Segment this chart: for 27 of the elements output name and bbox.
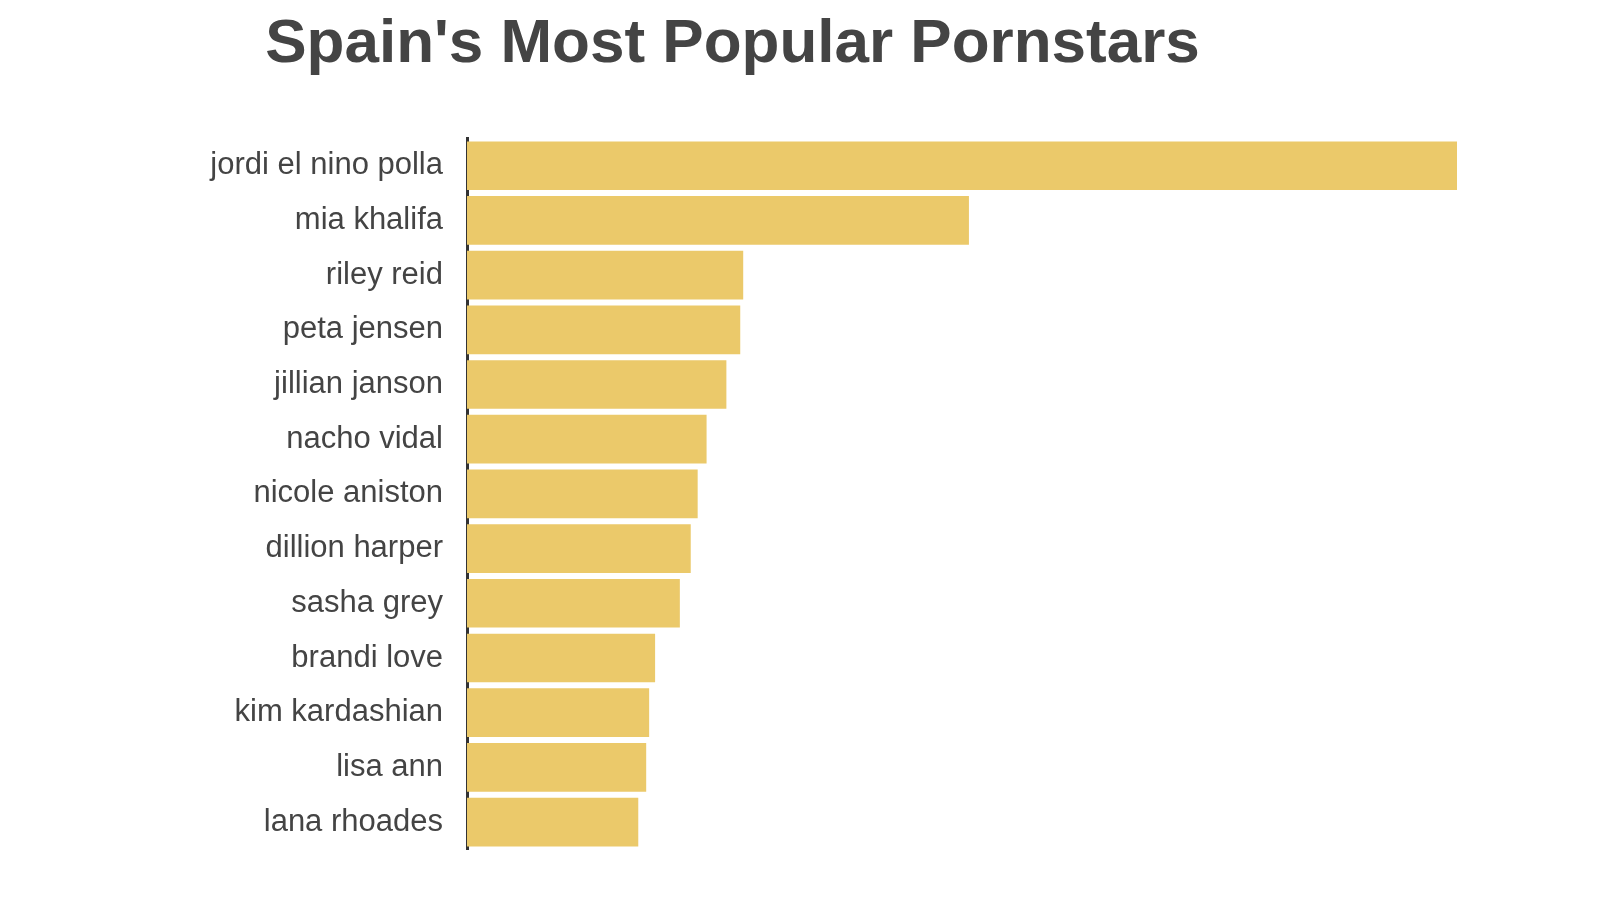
y-tick-label: kim kardashian — [234, 693, 443, 729]
bar — [467, 633, 656, 683]
bar — [467, 360, 727, 409]
bar — [467, 797, 639, 847]
y-tick-label: jordi el nino polla — [209, 146, 444, 182]
bar — [467, 196, 969, 245]
y-tick-label: riley reid — [325, 255, 443, 291]
bar — [467, 524, 691, 573]
bar — [467, 469, 698, 519]
y-tick-label: sasha grey — [291, 583, 444, 619]
y-tick-label: lana rhoades — [263, 802, 443, 838]
bar — [467, 743, 647, 792]
y-tick-label: dillion harper — [265, 529, 443, 565]
y-tick-label: mia khalifa — [294, 200, 444, 236]
bar — [467, 305, 741, 355]
y-tick-label: lisa ann — [336, 747, 443, 783]
bar — [467, 141, 1457, 191]
y-tick-label: nicole aniston — [253, 474, 443, 510]
chart-title: Spain's Most Popular Pornstars — [265, 6, 1200, 76]
y-tick-label: jillian janson — [273, 365, 443, 401]
y-tick-label: nacho vidal — [286, 419, 443, 455]
bar — [467, 414, 707, 464]
bar — [467, 578, 680, 628]
bar — [467, 250, 744, 300]
bar — [467, 688, 650, 738]
y-tick-label: brandi love — [291, 638, 443, 674]
y-tick-label: peta jensen — [282, 310, 443, 346]
